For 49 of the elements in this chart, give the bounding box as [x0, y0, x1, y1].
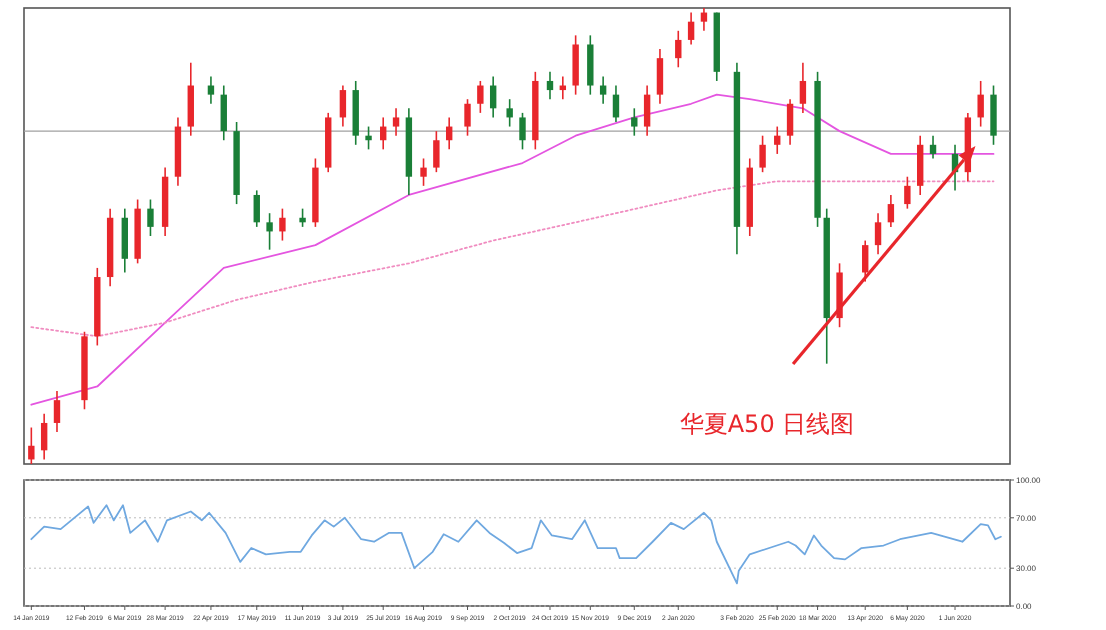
candlestick: [643, 84, 651, 137]
candlestick: [506, 98, 513, 128]
candlestick: [599, 75, 607, 105]
candlestick: [587, 34, 594, 96]
candlestick: [572, 34, 579, 96]
candlestick: [546, 71, 554, 100]
candlestick: [519, 112, 526, 151]
candlestick: [631, 107, 638, 137]
candlestick: [147, 198, 154, 237]
candlestick: [799, 61, 807, 114]
line-series: [30, 504, 1002, 585]
candlestick: [220, 84, 227, 142]
candlestick: [266, 212, 273, 251]
candlestick: [489, 75, 497, 119]
candlestick: [253, 189, 260, 228]
candlestick: [53, 390, 61, 433]
candlestick: [977, 80, 984, 128]
candlestick: [420, 157, 427, 187]
candlestick: [365, 125, 372, 151]
candlestick: [279, 207, 286, 242]
candlestick: [687, 11, 695, 46]
candlestick: [700, 7, 708, 32]
candlestick: [392, 107, 400, 137]
candlestick: [786, 98, 794, 146]
candlestick: [874, 212, 882, 256]
candlestick: [40, 413, 48, 461]
candlestick: [28, 426, 35, 465]
candlestick: [656, 48, 664, 105]
candlestick: [759, 134, 766, 173]
annotation: 华夏A50 日线图: [679, 410, 855, 439]
candlestick: [339, 84, 347, 128]
candlestick: [917, 134, 924, 196]
candlestick: [774, 125, 781, 155]
candlestick: [862, 239, 869, 283]
candlestick: [929, 134, 937, 160]
candlestick: [352, 80, 359, 146]
candlestick: [612, 84, 620, 123]
candlestick: [464, 98, 471, 137]
candlestick: [187, 61, 194, 137]
candlestick: [433, 130, 440, 173]
candlestick: [836, 262, 843, 328]
candlestick: [121, 207, 128, 274]
candlestick: [990, 84, 997, 146]
candlestick: [904, 175, 911, 210]
candlestick: [299, 207, 306, 228]
candlestick: [207, 75, 215, 105]
candlestick: [887, 194, 895, 228]
candlestick: [477, 80, 484, 114]
candlestick: [675, 30, 682, 69]
